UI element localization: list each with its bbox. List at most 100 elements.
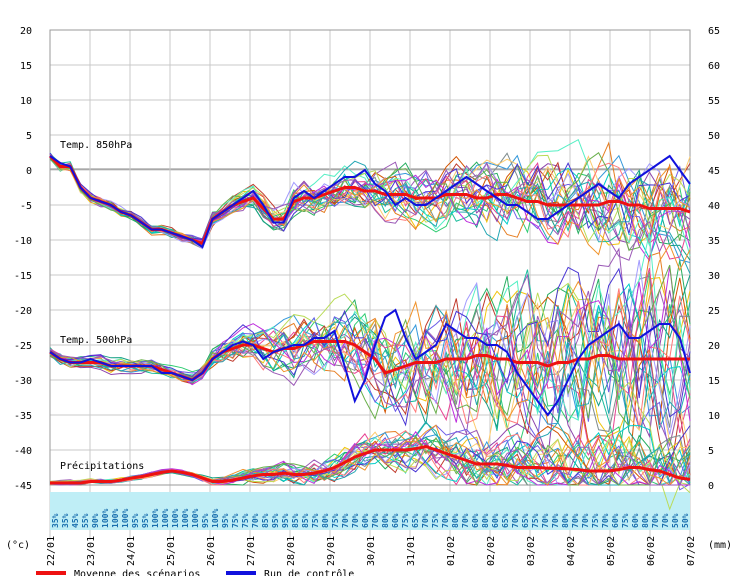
date-tick-label: 27/01 (246, 536, 257, 566)
precip-panel-label: Précipitations (60, 460, 144, 472)
ensemble-member-t500 (49, 291, 691, 478)
date-tick-label: 05/02 (606, 536, 617, 566)
mean-line-precip (50, 444, 691, 485)
probability-label: 75% (621, 513, 630, 528)
probability-label: 95% (201, 513, 210, 528)
probability-label: 35% (51, 513, 60, 528)
probability-label: 100% (121, 509, 130, 528)
date-tick-label: 22/01 (46, 536, 57, 566)
date-tick-label: 04/02 (566, 536, 577, 566)
probability-label: 85% (291, 513, 300, 528)
probability-label: 70% (441, 513, 450, 528)
probability-label: 70% (341, 513, 350, 528)
probability-label: 80% (321, 513, 330, 528)
probability-label: 70% (651, 513, 660, 528)
left-tick-label: -25 (14, 341, 32, 352)
probability-label: 70% (251, 513, 260, 528)
right-tick-label: 45 (708, 166, 720, 177)
probability-label: 70% (661, 513, 670, 528)
probability-label: 75% (331, 513, 340, 528)
probability-label: 60% (611, 513, 620, 528)
ensemble-member-precip (49, 430, 690, 486)
t850-panel-label: Temp. 850hPa (60, 140, 132, 151)
date-tick-label: 01/02 (446, 536, 457, 566)
left-tick-label: -35 (14, 411, 32, 422)
probability-label: 55% (81, 513, 90, 528)
ensemble-member-t850 (49, 153, 691, 261)
probability-band: 35% 35% 45% 55% 90% 100% 100% 100% 95% 95% 100% 100… (50, 492, 690, 530)
right-tick-label: 55 (708, 96, 720, 107)
probability-label: 75% (231, 513, 240, 528)
date-tick-label: 28/01 (286, 536, 297, 566)
probability-label: 70% (421, 513, 430, 528)
probability-label: 65% (521, 513, 530, 528)
probability-label: 95% (271, 513, 280, 528)
left-tick-label: 0 (26, 166, 32, 177)
probability-label: 80% (641, 513, 650, 528)
date-tick-label: 29/01 (326, 536, 337, 566)
probability-band-bg (50, 492, 690, 530)
left-tick-label: -5 (20, 201, 32, 212)
probability-label: 70% (371, 513, 380, 528)
probability-label: 70% (581, 513, 590, 528)
probability-label: 70% (351, 513, 360, 528)
date-tick-label: 26/01 (206, 536, 217, 566)
probability-label: 85% (301, 513, 310, 528)
probability-label: 100% (111, 509, 120, 528)
right-tick-label: 20 (708, 341, 720, 352)
probability-label: 75% (241, 513, 250, 528)
probability-label: 100% (211, 509, 220, 528)
left-tick-label: -30 (14, 376, 32, 387)
ensemble-member-t500 (49, 243, 691, 422)
right-tick-label: 30 (708, 271, 720, 282)
right-tick-label: 60 (708, 61, 720, 72)
probability-label: 60% (471, 513, 480, 528)
left-tick-label: -15 (14, 271, 32, 282)
right-tick-label: 5 (708, 446, 714, 457)
probability-label: 80% (451, 513, 460, 528)
probability-label: 100% (191, 509, 200, 528)
right-tick-label: 25 (708, 306, 720, 317)
left-tick-label: 5 (26, 131, 32, 142)
date-tick-label: 31/01 (406, 536, 417, 566)
right-tick-label: 50 (708, 131, 720, 142)
date-tick-label: 24/01 (126, 536, 137, 566)
left-tick-label: -45 (14, 481, 32, 492)
probability-label: 100% (171, 509, 180, 528)
date-tick-label: 06/02 (646, 536, 657, 566)
right-tick-label: 40 (708, 201, 720, 212)
probability-label: 60% (631, 513, 640, 528)
control-line-t850 (49, 154, 691, 249)
probability-label: 80% (481, 513, 490, 528)
main-series (48, 154, 691, 485)
probability-label: 70% (541, 513, 550, 528)
right-tick-label: 15 (708, 376, 720, 387)
probability-label: 70% (551, 513, 560, 528)
plot-frame (49, 29, 691, 486)
probability-label: 60% (491, 513, 500, 528)
left-tick-label: 20 (20, 26, 32, 37)
date-tick-label: 25/01 (166, 536, 177, 566)
ensemble-member-t500 (49, 277, 691, 473)
control-line-t500 (49, 308, 691, 417)
probability-label: 70% (461, 513, 470, 528)
t500-panel-label: Temp. 500hPa (60, 335, 132, 346)
probability-label: 50% (681, 513, 690, 528)
left-tick-label: 15 (20, 61, 32, 72)
date-tick-label: 03/02 (526, 536, 537, 566)
probability-label: 75% (531, 513, 540, 528)
axis-labels: Temp. 850hPa Temp. 500hPa Précipitations… (6, 26, 732, 566)
probability-label: 70% (601, 513, 610, 528)
probability-label: 100% (181, 509, 190, 528)
ensemble-member-t500 (49, 313, 691, 491)
probability-label: 60% (391, 513, 400, 528)
probability-label: 70% (511, 513, 520, 528)
probability-label: 60% (361, 513, 370, 528)
legend-mean-label: Moyenne des scénarios (74, 568, 200, 576)
probability-label: 90% (91, 513, 100, 528)
probability-label: 45% (71, 513, 80, 528)
right-tick-label: 65 (708, 26, 720, 37)
probability-label: 65% (411, 513, 420, 528)
probability-label: 100% (101, 509, 110, 528)
